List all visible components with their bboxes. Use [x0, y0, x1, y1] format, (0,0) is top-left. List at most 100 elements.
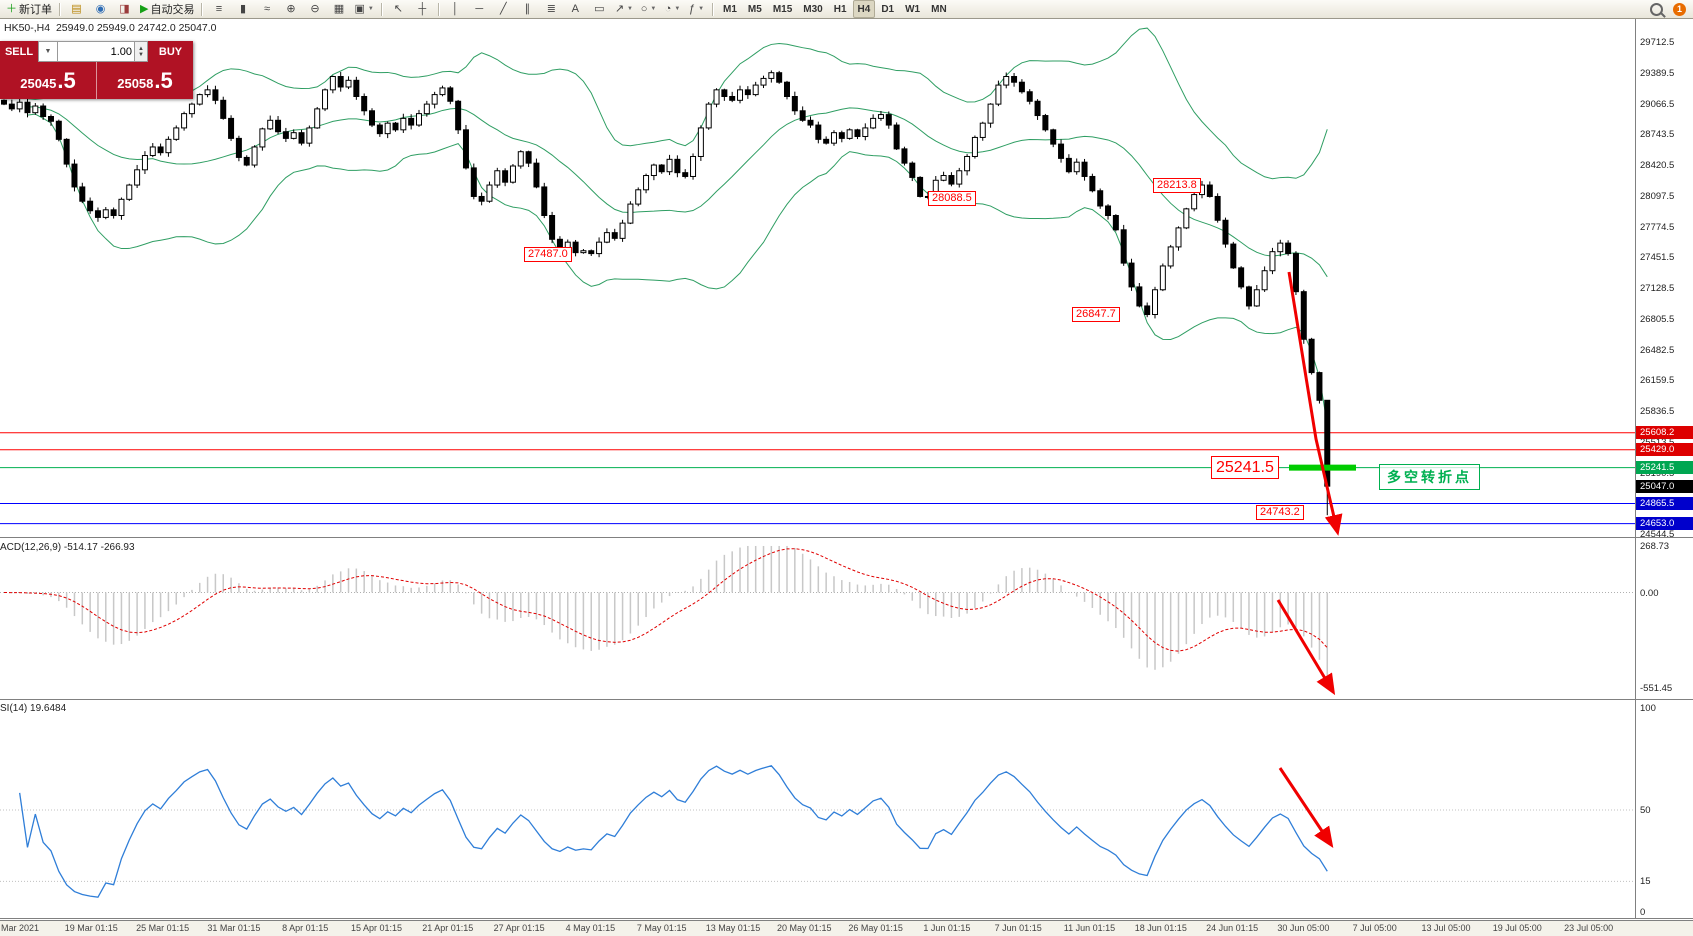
market-watch-button[interactable]: ◉ — [89, 0, 112, 18]
time-label: 21 Apr 01:15 — [422, 923, 474, 933]
navigator-button[interactable]: ◨ — [113, 0, 136, 18]
charts-profile-button[interactable]: ▤ — [65, 0, 88, 18]
stepper-down-icon: ▼ — [138, 51, 144, 58]
price-callout-26847.7[interactable]: 26847.7 — [1072, 307, 1120, 322]
text-tool-icon: A — [571, 3, 579, 15]
autotrade-button[interactable]: ▶ 自动交易 — [137, 0, 197, 18]
pane-separator[interactable] — [0, 699, 1693, 700]
macd-histogram — [3, 545, 1329, 682]
volume-stepper[interactable]: ▲ ▼ — [135, 41, 148, 62]
price-tick: 26805.5 — [1640, 313, 1675, 325]
price-tick: 27128.5 — [1640, 283, 1675, 294]
new-order-icon: ＋ — [6, 3, 17, 15]
price-callout-28213.8[interactable]: 28213.8 — [1153, 178, 1201, 193]
notification-badge[interactable]: 1 — [1673, 2, 1686, 16]
chart-quote-header: HK50-,H4 25949.0 25949.0 24742.0 25047.0 — [4, 22, 217, 34]
fibonacci-icon: ≣ — [546, 3, 556, 15]
text-tool-button[interactable]: A — [564, 0, 587, 18]
crosshair-icon: ┼ — [418, 3, 427, 15]
vertical-line-button[interactable]: │ — [444, 0, 467, 18]
toolbar-separator — [437, 2, 440, 16]
buy-button[interactable]: BUY — [148, 41, 193, 62]
charts-profile-icon: ▤ — [71, 3, 82, 15]
downtrend-arrow[interactable] — [1287, 271, 1343, 536]
crosshair-button[interactable]: ┼ — [411, 0, 434, 18]
time-label: 18 Jun 01:15 — [1134, 923, 1187, 933]
timeframe-m30-button[interactable]: M30 — [803, 3, 823, 15]
line-chart-type-button[interactable]: ≈ — [255, 0, 278, 18]
cycles-tool-button[interactable]: ◔ ▼ — [661, 0, 684, 18]
timeframe-w1-button[interactable]: W1 — [905, 3, 921, 15]
cycles-tool-icon: ◔ — [664, 3, 672, 15]
volume-preset-dropdown[interactable]: ▼ — [38, 41, 58, 62]
channel-button[interactable]: ∥ — [516, 0, 539, 18]
price-tag-25241.5: 25241.5 — [1636, 461, 1693, 475]
main-toolbar: ＋新订单 ▤ ◉ ◨ ▶ 自动交易 ≡ ▮ ≈ ⊕ ⊖ ▦ ▣ ▼ ↖ ┼ │ ─ ╱ ∥ ≣ A ▭ ↗ ▼ ○ ▼ ◔ ▼ ƒ ▼ M1 M… — [0, 0, 1693, 19]
price-callout-24743.2[interactable]: 24743.2 — [1256, 505, 1304, 520]
tile-windows-button[interactable]: ▦ — [327, 0, 350, 18]
zoom-out-button[interactable]: ⊖ — [303, 0, 326, 18]
buy-price-button[interactable]: 25058.5 — [97, 62, 193, 99]
price-tick: 25836.5 — [1640, 406, 1675, 417]
timeframe-m15-button[interactable]: M15 — [772, 3, 793, 15]
bar-chart-type-button[interactable]: ≡ — [207, 0, 230, 18]
sell-price-frac: .5 — [57, 67, 76, 93]
price-callout-28088.5[interactable]: 28088.5 — [928, 191, 976, 206]
pane-separator[interactable] — [0, 918, 1693, 919]
new-order-button[interactable]: ＋新订单 — [3, 0, 55, 18]
text-label-button[interactable]: ▭ — [588, 0, 611, 18]
main-chart-canvas[interactable] — [0, 19, 1635, 537]
rsi-pane-canvas[interactable] — [0, 701, 1635, 918]
rsi-axis-label: 100 — [1640, 703, 1656, 714]
timeframe-h4-button[interactable]: H4 — [852, 0, 876, 18]
shapes-tool-button[interactable]: ○ ▼ — [637, 0, 660, 18]
zoom-in-button[interactable]: ⊕ — [279, 0, 302, 18]
time-label: 23 Jul 05:00 — [1564, 923, 1614, 933]
timeframe-m5-button[interactable]: M5 — [747, 3, 762, 15]
time-scale[interactable]: Mar 2021 19 Mar 01:15 25 Mar 01:15 31 Mar 0… — [0, 920, 1693, 936]
macd-pane-canvas[interactable] — [0, 539, 1635, 699]
timeframe-d1-button[interactable]: D1 — [881, 3, 895, 15]
arrows-tool-button[interactable]: ↗ ▼ — [612, 0, 636, 18]
navigator-icon: ◨ — [119, 3, 130, 15]
pane-separator[interactable] — [0, 537, 1693, 538]
timeframe-h1-button[interactable]: H1 — [833, 3, 847, 15]
price-callout-27487.0[interactable]: 27487.0 — [524, 247, 572, 262]
price-scale[interactable]: 29712.5 29389.5 29066.5 28743.5 28420.5 28097… — [1635, 19, 1693, 918]
bollinger-upper-band — [27, 27, 1328, 180]
candlestick-chart-type-button[interactable]: ▮ — [231, 0, 254, 18]
arrange-windows-icon: ▣ — [354, 3, 365, 15]
candlestick-chart-type-icon: ▮ — [239, 3, 246, 15]
time-label: 7 May 01:15 — [636, 923, 687, 933]
horizontal-line-button[interactable]: ─ — [468, 0, 491, 18]
price-tick: 27451.5 — [1640, 252, 1675, 264]
ohlc-values: 25949.0 25949.0 24742.0 25047.0 — [55, 22, 217, 34]
autotrade-icon: ▶ — [140, 3, 149, 15]
fibonacci-button[interactable]: ≣ — [540, 0, 563, 18]
indicators-button[interactable]: ƒ ▼ — [685, 0, 708, 18]
sell-button[interactable]: SELL — [0, 41, 38, 62]
trendline-icon: ╱ — [500, 3, 507, 15]
price-tick: 26482.5 — [1640, 344, 1675, 356]
chevron-down-icon: ▼ — [627, 6, 633, 12]
pivot-annotation[interactable]: 多空转折点 — [1379, 464, 1480, 490]
cursor-button[interactable]: ↖ — [387, 0, 410, 18]
search-button[interactable] — [1645, 0, 1668, 18]
timeframe-m1-button[interactable]: M1 — [723, 3, 737, 15]
price-callout-25241.5[interactable]: 25241.5 — [1211, 456, 1279, 479]
arrange-windows-button[interactable]: ▣ ▼ — [351, 0, 376, 18]
rsi-axis-label: 50 — [1640, 805, 1651, 816]
market-watch-icon: ◉ — [95, 3, 106, 15]
timeframe-mn-button[interactable]: MN — [931, 3, 947, 15]
time-label: 15 Apr 01:15 — [350, 923, 403, 933]
price-tick: 28420.5 — [1640, 160, 1675, 171]
rsi-downtrend-arrow[interactable] — [1278, 767, 1334, 848]
trendline-button[interactable]: ╱ — [492, 0, 515, 18]
price-tag-24653.0: 24653.0 — [1636, 517, 1693, 531]
macd-signal-line — [3, 548, 1328, 652]
chart-workspace[interactable]: HK50-,H4 25949.0 25949.0 24742.0 25047.0… — [0, 19, 1693, 936]
volume-input[interactable] — [58, 41, 135, 62]
sell-price-button[interactable]: 25045.5 — [0, 62, 97, 99]
macd-downtrend-arrow[interactable] — [1276, 599, 1336, 696]
macd-axis-label: 268.73 — [1640, 540, 1670, 552]
